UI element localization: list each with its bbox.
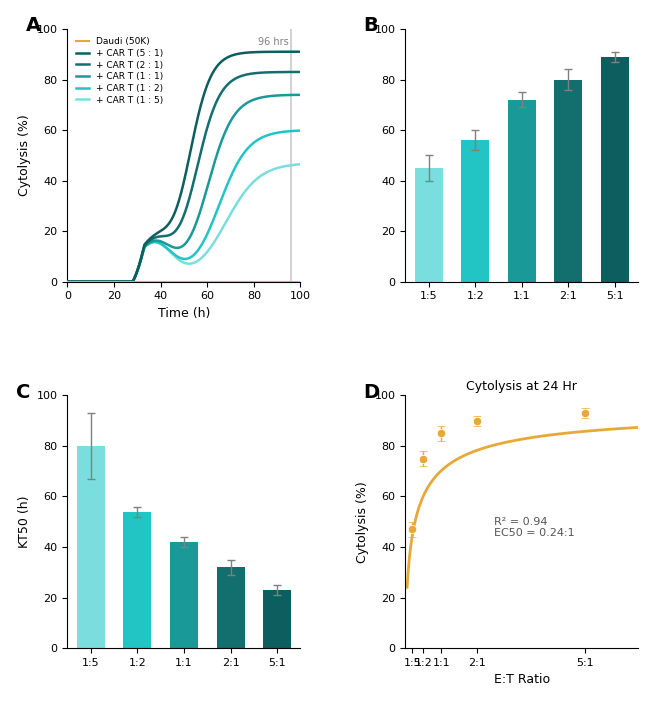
Text: C: C (16, 382, 31, 401)
Bar (217, 567, 244, 648)
X-axis label: E:T Ratio: E:T Ratio (494, 673, 550, 686)
Bar (508, 100, 536, 282)
Bar (415, 168, 443, 282)
Bar (601, 57, 629, 282)
Y-axis label: KT50 (h): KT50 (h) (18, 496, 31, 548)
Legend: Daudi (50K), + CAR T (5 : 1), + CAR T (2 : 1), + CAR T (1 : 1), + CAR T (1 : 2),: Daudi (50K), + CAR T (5 : 1), + CAR T (2… (72, 34, 167, 108)
Text: R² = 0.94
EC50 = 0.24:1: R² = 0.94 EC50 = 0.24:1 (494, 517, 574, 538)
Bar (77, 446, 105, 648)
Title: Cytolysis at 24 Hr: Cytolysis at 24 Hr (466, 380, 577, 393)
X-axis label: Time (h): Time (h) (158, 307, 210, 320)
Text: 96 hrs: 96 hrs (258, 37, 289, 46)
Y-axis label: Cytolysis (%): Cytolysis (%) (356, 481, 369, 562)
Bar (263, 590, 291, 648)
Bar (461, 140, 489, 282)
Y-axis label: Cytolysis (%): Cytolysis (%) (18, 115, 31, 196)
Text: D: D (364, 382, 379, 401)
Bar (170, 542, 198, 648)
Bar (123, 512, 151, 648)
Text: B: B (364, 16, 378, 35)
Text: A: A (26, 16, 41, 35)
Bar (554, 79, 582, 282)
